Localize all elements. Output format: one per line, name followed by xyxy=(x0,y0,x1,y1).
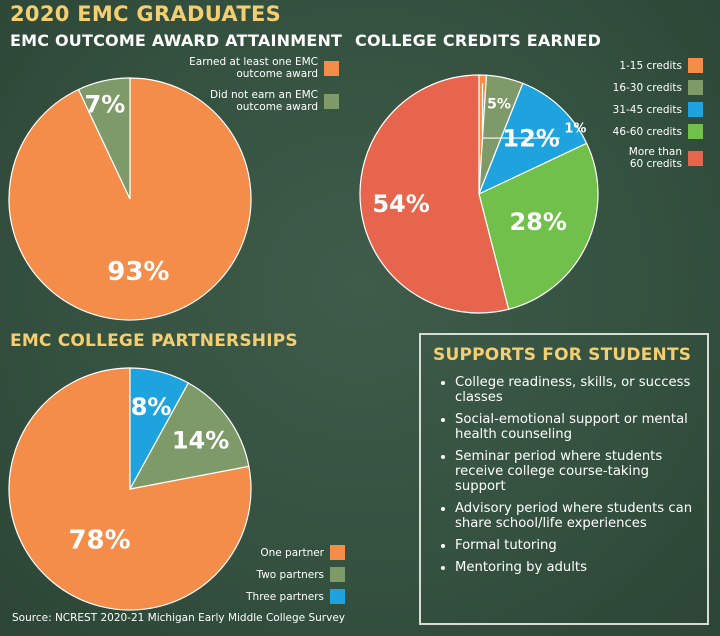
slice-label: 54% xyxy=(372,190,429,218)
legend-item-three-partners: Three partners xyxy=(246,589,345,604)
legend-item-1-15: 1-15 credits xyxy=(619,58,703,73)
supports-item: Seminar period where students receive co… xyxy=(455,449,695,494)
supports-list: College readiness, skills, or success cl… xyxy=(433,375,695,575)
legend-swatch xyxy=(688,80,703,95)
source-note: Source: NCREST 2020-21 Michigan Early Mi… xyxy=(12,612,346,624)
legend-label-line: outcome award xyxy=(236,68,318,80)
legend-label: 16-30 credits xyxy=(613,82,682,94)
legend-label-line: 1-15 credits xyxy=(619,59,682,72)
legend-label-line: More than xyxy=(628,146,682,158)
legend-label: Did not earn an EMC outcome award xyxy=(210,89,318,113)
supports-item: Advisory period where students can share… xyxy=(455,501,695,531)
legend-label-line: Three partners xyxy=(246,590,324,603)
credits-leader-line xyxy=(481,83,560,139)
credits-slice-46-60 xyxy=(478,142,599,310)
slice-label: 8% xyxy=(131,393,172,421)
slice-label: 28% xyxy=(509,208,566,236)
legend-item-not-earned: Did not earn an EMC outcome award xyxy=(210,89,339,113)
legend-swatch xyxy=(330,567,345,582)
supports-item: Mentoring by adults xyxy=(455,560,695,575)
outcome-legend: Earned at least one EMC outcome award Did … xyxy=(150,56,339,126)
legend-item-31-45: 31-45 credits xyxy=(613,102,703,117)
partnerships-legend: One partner Two partners Three partners xyxy=(220,545,345,605)
supports-item: Social-emotional support or mental healt… xyxy=(455,412,695,442)
outcome-chart-title: EMC OUTCOME AWARD ATTAINMENT xyxy=(10,31,343,50)
supports-item: Formal tutoring xyxy=(455,538,695,553)
legend-label-line: 16-30 credits xyxy=(612,81,682,94)
legend-label: 46-60 credits xyxy=(613,126,682,138)
slice-label: 14% xyxy=(172,427,229,455)
partnerships-slice-two xyxy=(128,382,250,490)
credits-chart-title: COLLEGE CREDITS EARNED xyxy=(355,31,602,50)
legend-label-line: One partner xyxy=(260,546,324,559)
legend-label-line: outcome award xyxy=(236,101,318,113)
partnerships-slice-three xyxy=(129,367,190,490)
legend-label-line: 60 credits xyxy=(629,158,682,170)
legend-swatch xyxy=(688,58,703,73)
legend-label-line: 31-45 credits xyxy=(612,103,682,116)
legend-label: 31-45 credits xyxy=(613,104,682,116)
credits-slice-31-45 xyxy=(477,82,588,196)
legend-item-over-60: More than 60 credits xyxy=(629,146,703,170)
legend-swatch xyxy=(688,102,703,117)
supports-item: College readiness, skills, or success cl… xyxy=(455,375,695,405)
legend-item-16-30: 16-30 credits xyxy=(613,80,703,95)
legend-item-46-60: 46-60 credits xyxy=(613,124,703,139)
legend-swatch xyxy=(324,60,339,76)
legend-label-line: Earned at least one EMC xyxy=(189,56,318,68)
legend-label-line: Did not earn an EMC xyxy=(209,89,318,101)
credits-slice-over-60 xyxy=(359,74,510,314)
supports-box: SUPPORTS FOR STUDENTS College readiness,… xyxy=(419,333,709,625)
slice-label: 1% xyxy=(564,122,586,137)
partnerships-chart-title: EMC COLLEGE PARTNERSHIPS xyxy=(10,331,298,351)
legend-label-line: 46-60 credits xyxy=(612,125,682,138)
legend-label: One partner xyxy=(260,547,324,559)
supports-title: SUPPORTS FOR STUDENTS xyxy=(433,345,692,365)
legend-label: Two partners xyxy=(257,569,324,581)
legend-item-two-partners: Two partners xyxy=(257,567,345,582)
legend-label: Earned at least one EMC outcome award xyxy=(189,56,318,80)
legend-item-one-partner: One partner xyxy=(260,545,345,560)
credits-legend: 1-15 credits 16-30 credits 31-45 credits 46… xyxy=(560,58,703,170)
main-title: 2020 EMC GRADUATES xyxy=(10,2,282,26)
slice-label: 93% xyxy=(107,257,169,287)
slice-label: 78% xyxy=(68,525,130,555)
legend-swatch xyxy=(688,124,703,139)
legend-swatch xyxy=(688,150,703,166)
legend-swatch xyxy=(330,589,345,604)
legend-label: 1-15 credits xyxy=(619,60,682,72)
slice-label: 5% xyxy=(487,97,511,113)
legend-item-earned: Earned at least one EMC outcome award xyxy=(189,56,339,80)
slice-label: 7% xyxy=(85,91,126,119)
legend-swatch xyxy=(330,545,345,560)
legend-label: More than 60 credits xyxy=(629,146,682,170)
legend-label: Three partners xyxy=(246,591,324,603)
legend-label-line: Two partners xyxy=(256,568,324,581)
legend-swatch xyxy=(324,93,339,109)
outcome-slice-not-earned xyxy=(77,77,131,200)
